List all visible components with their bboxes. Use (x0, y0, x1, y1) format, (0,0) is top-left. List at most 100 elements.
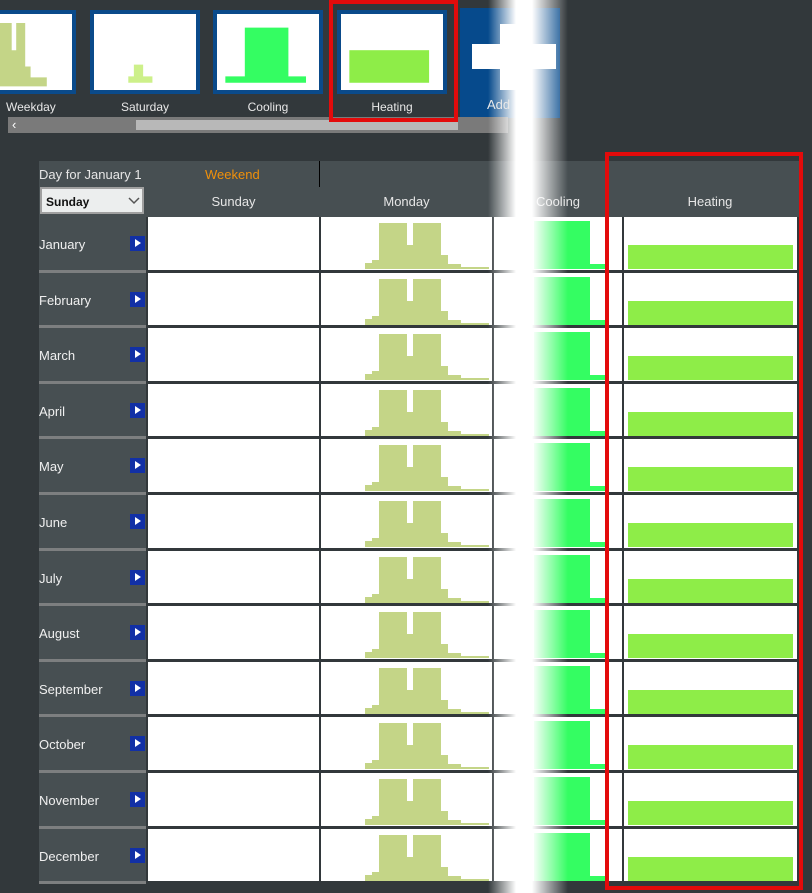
month-row-august: August (39, 606, 146, 662)
play-arrow-icon[interactable] (130, 681, 145, 696)
play-arrow-icon[interactable] (130, 347, 145, 362)
heating-profile-chart (628, 523, 793, 547)
month-label: November (39, 793, 99, 808)
cell-sunday[interactable] (148, 217, 319, 270)
heating-profile-chart (628, 467, 793, 491)
heating-profile-chart (628, 634, 793, 658)
cell-sunday[interactable] (148, 773, 319, 826)
cell-heating[interactable] (624, 717, 797, 770)
cell-heating[interactable] (624, 662, 797, 714)
weekday-profile-chart (365, 723, 489, 769)
play-arrow-icon[interactable] (130, 514, 145, 529)
day-info-row: Day for January 1 Weekend (39, 161, 799, 187)
column-header-row (39, 187, 799, 217)
heating-profile-chart (628, 245, 793, 269)
profile-tile-saturday[interactable] (90, 10, 200, 94)
chevron-down-icon (128, 197, 140, 205)
month-row-may: May (39, 439, 146, 495)
cell-monday[interactable] (321, 606, 492, 659)
highlight-heating-tile (329, 0, 458, 122)
cell-sunday[interactable] (148, 606, 319, 659)
weekday-profile-chart (365, 612, 489, 658)
cell-monday[interactable] (321, 439, 492, 492)
cell-heating[interactable] (624, 773, 797, 826)
day-type-label: Weekend (205, 167, 260, 182)
play-arrow-icon[interactable] (130, 570, 145, 585)
cell-heating[interactable] (624, 829, 797, 881)
cell-heating[interactable] (624, 551, 797, 603)
profile-label-saturday: Saturday (120, 100, 170, 114)
profile-tile-weekday[interactable] (0, 10, 76, 94)
cell-sunday[interactable] (148, 495, 319, 548)
cell-sunday[interactable] (148, 717, 319, 770)
month-row-january: January (39, 217, 146, 273)
profile-label-weekday: Weekday (6, 100, 56, 114)
cell-heating[interactable] (624, 273, 797, 325)
play-arrow-icon[interactable] (130, 458, 145, 473)
weekday-profile-chart (365, 668, 489, 714)
cell-sunday[interactable] (148, 439, 319, 492)
month-row-march: March (39, 328, 146, 384)
cell-sunday[interactable] (148, 384, 319, 436)
play-arrow-icon[interactable] (130, 236, 145, 251)
cell-heating[interactable] (624, 439, 797, 492)
saturday-thumbnail-chart (128, 64, 153, 83)
cell-heating[interactable] (624, 384, 797, 436)
scrollbar-thumb[interactable] (136, 120, 458, 130)
weekday-profile-chart (365, 779, 489, 825)
profile-tile-heating[interactable] (337, 10, 447, 94)
day-select[interactable]: Sunday (40, 187, 144, 214)
month-label: January (39, 237, 86, 252)
cell-monday[interactable] (321, 773, 492, 826)
cell-sunday[interactable] (148, 273, 319, 325)
cell-sunday[interactable] (148, 551, 319, 603)
profile-label-heating: Heating (371, 100, 413, 114)
cell-heating[interactable] (624, 217, 797, 270)
cell-heating[interactable] (624, 606, 797, 659)
cell-sunday[interactable] (148, 328, 319, 381)
month-row-december: December (39, 829, 146, 884)
month-label: March (39, 348, 76, 363)
month-label: October (39, 737, 86, 752)
month-row-september: September (39, 662, 146, 717)
chevron-left-icon[interactable]: ‹ (12, 117, 17, 132)
play-arrow-icon[interactable] (130, 292, 145, 307)
play-arrow-icon[interactable] (130, 625, 145, 640)
weekday-thumbnail-chart (0, 23, 47, 87)
play-arrow-icon[interactable] (130, 848, 145, 863)
add-label: Add (487, 97, 511, 112)
cell-monday[interactable] (321, 495, 492, 548)
weekday-profile-chart (365, 445, 489, 491)
cell-sunday[interactable] (148, 829, 319, 881)
month-label: September (39, 682, 103, 697)
cell-monday[interactable] (321, 328, 492, 381)
day-for-label: Day for January 1 (39, 167, 142, 182)
divider (319, 161, 320, 187)
weekday-profile-chart (365, 557, 489, 603)
cell-monday[interactable] (321, 551, 492, 603)
cell-monday[interactable] (321, 384, 492, 436)
cell-monday[interactable] (321, 662, 492, 714)
cell-monday[interactable] (321, 217, 492, 270)
profile-label-cooling: Cooling (247, 100, 289, 114)
heating-profile-chart (628, 412, 793, 436)
cell-monday[interactable] (321, 829, 492, 881)
profile-tile-cooling[interactable] (213, 10, 323, 94)
play-arrow-icon[interactable] (130, 792, 145, 807)
month-label: December (39, 849, 99, 864)
cell-monday[interactable] (321, 717, 492, 770)
month-row-november: November (39, 773, 146, 829)
play-arrow-icon[interactable] (130, 403, 145, 418)
heating-profile-chart (628, 857, 793, 881)
cell-sunday[interactable] (148, 662, 319, 714)
weekday-profile-chart (365, 835, 489, 881)
cell-heating[interactable] (624, 328, 797, 381)
month-row-april: April (39, 384, 146, 439)
play-arrow-icon[interactable] (130, 736, 145, 751)
heating-profile-chart (628, 356, 793, 380)
weekday-profile-chart (365, 334, 489, 380)
cell-heating[interactable] (624, 495, 797, 548)
highlight-heating-column (605, 152, 803, 890)
cell-monday[interactable] (321, 273, 492, 325)
month-row-february: February (39, 273, 146, 328)
